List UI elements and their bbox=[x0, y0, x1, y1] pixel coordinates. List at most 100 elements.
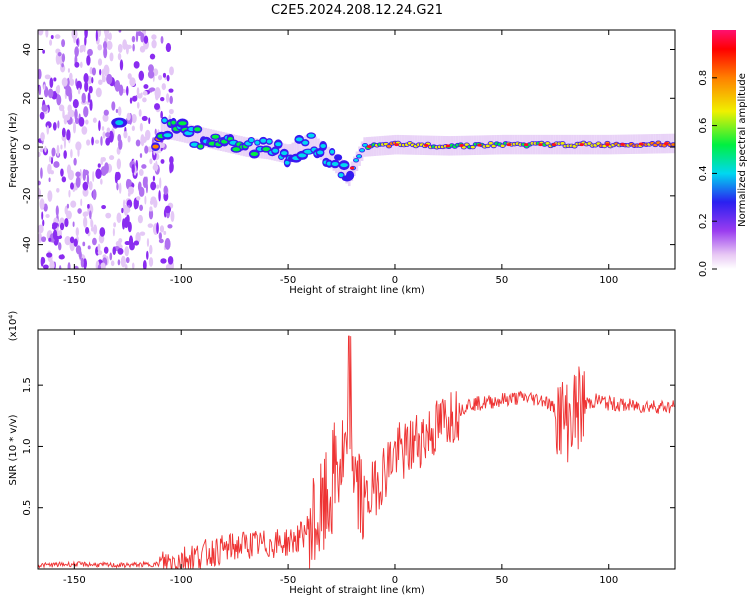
x-tick-label: 50 bbox=[495, 575, 508, 586]
trace-halo bbox=[342, 161, 346, 181]
noise-speck bbox=[139, 153, 143, 158]
noise-speck bbox=[42, 49, 45, 54]
noise-speck bbox=[101, 126, 105, 131]
noise-speck bbox=[125, 256, 130, 264]
trace-halo bbox=[250, 137, 254, 158]
noise-speck bbox=[41, 211, 44, 220]
noise-speck bbox=[75, 171, 81, 178]
noise-speck bbox=[105, 212, 112, 219]
trace-blob-core bbox=[491, 144, 496, 148]
noise-speck bbox=[145, 181, 148, 194]
noise-speck bbox=[127, 73, 132, 80]
noise-speck bbox=[113, 222, 117, 228]
trace-peak bbox=[620, 142, 625, 146]
noise-speck bbox=[94, 139, 100, 144]
trace-blob-core bbox=[260, 138, 267, 143]
trace-halo bbox=[288, 144, 292, 164]
noise-speck bbox=[115, 109, 119, 114]
noise-speck bbox=[124, 241, 131, 246]
noise-speck bbox=[149, 53, 156, 60]
noise-speck bbox=[142, 97, 147, 103]
noise-speck bbox=[143, 84, 149, 89]
noise-speck bbox=[163, 185, 168, 196]
noise-speck bbox=[135, 232, 141, 243]
noise-speck bbox=[138, 109, 142, 117]
trace-peak bbox=[638, 142, 644, 146]
noise-speck bbox=[79, 61, 83, 68]
noise-speck bbox=[167, 256, 174, 265]
trace-blob-core bbox=[262, 147, 271, 152]
noise-speck bbox=[140, 134, 145, 146]
trace-peak bbox=[459, 144, 464, 148]
noise-speck bbox=[82, 181, 89, 191]
noise-speck bbox=[87, 204, 90, 209]
x-tick-label: -50 bbox=[280, 275, 296, 286]
noise-speck bbox=[145, 176, 148, 185]
trace-halo bbox=[296, 139, 300, 160]
noise-speck bbox=[60, 144, 63, 150]
noise-speck bbox=[73, 238, 78, 247]
noise-speck bbox=[114, 79, 121, 92]
noise-speck bbox=[147, 223, 154, 228]
noise-speck bbox=[82, 211, 88, 218]
noise-speck bbox=[84, 36, 87, 46]
noise-speck bbox=[72, 99, 79, 109]
noise-speck bbox=[66, 129, 71, 141]
noise-speck bbox=[91, 220, 94, 228]
noise-speck bbox=[83, 258, 87, 269]
noise-speck bbox=[153, 162, 156, 169]
noise-speck bbox=[75, 245, 82, 255]
noise-speck bbox=[131, 262, 135, 269]
noise-speck bbox=[70, 149, 73, 159]
trace-blob-core bbox=[470, 145, 475, 149]
noise-speck bbox=[165, 264, 171, 269]
noise-speck bbox=[85, 226, 90, 235]
noise-speck bbox=[69, 78, 75, 86]
noise-speck bbox=[97, 44, 103, 51]
noise-speck bbox=[106, 40, 113, 51]
noise-speck bbox=[145, 132, 151, 141]
noise-speck bbox=[40, 132, 45, 142]
trace-halo bbox=[158, 133, 161, 154]
trace-halo bbox=[327, 146, 331, 167]
noise-speck bbox=[48, 177, 51, 183]
noise-speck bbox=[97, 264, 102, 269]
spectrogram-panel: -150 -100 -50 0 50 100 -40 -20 0 20 40 Height of … bbox=[8, 29, 676, 296]
noise-speck bbox=[58, 242, 62, 251]
trace-blob-core bbox=[545, 141, 550, 145]
trace-blob-core bbox=[485, 144, 490, 148]
noise-speck bbox=[148, 257, 154, 267]
noise-speck bbox=[129, 241, 135, 251]
y-tick-label: -40 bbox=[22, 236, 33, 252]
spectrogram-y-ticks: -40 -20 0 20 40 bbox=[22, 43, 675, 253]
noise-speck bbox=[65, 85, 72, 97]
trace-blob-core bbox=[353, 158, 359, 162]
noise-speck bbox=[124, 246, 129, 257]
noise-speck bbox=[127, 221, 132, 233]
noise-speck bbox=[82, 187, 89, 197]
trace-blob-core bbox=[386, 144, 392, 148]
noise-speck bbox=[161, 83, 166, 91]
noise-speck bbox=[126, 85, 129, 96]
snr-y-ticks: 0.5 1.0 1.5 bbox=[22, 377, 675, 516]
noise-speck bbox=[91, 67, 97, 76]
noise-speck bbox=[97, 243, 101, 252]
noise-speck bbox=[163, 230, 167, 235]
noise-speck bbox=[117, 106, 122, 117]
noise-speck bbox=[89, 99, 93, 111]
noise-speck bbox=[154, 103, 161, 110]
noise-speck bbox=[100, 178, 103, 185]
snr-panel: -150 -100 -50 0 50 100 0.5 1.0 1.5 Height of st… bbox=[8, 311, 676, 596]
trace-blob-core bbox=[250, 152, 259, 157]
noise-speck bbox=[83, 73, 89, 83]
noise-speck bbox=[136, 31, 143, 37]
colorbar-tick-label: 0.2 bbox=[698, 213, 709, 229]
noise-speck bbox=[92, 171, 95, 183]
noise-speck bbox=[154, 87, 161, 99]
noise-speck bbox=[97, 163, 101, 168]
trace-peak bbox=[424, 143, 429, 147]
trace-blob-core bbox=[359, 148, 365, 152]
noise-speck bbox=[80, 257, 84, 268]
snr-frame bbox=[37, 329, 676, 570]
